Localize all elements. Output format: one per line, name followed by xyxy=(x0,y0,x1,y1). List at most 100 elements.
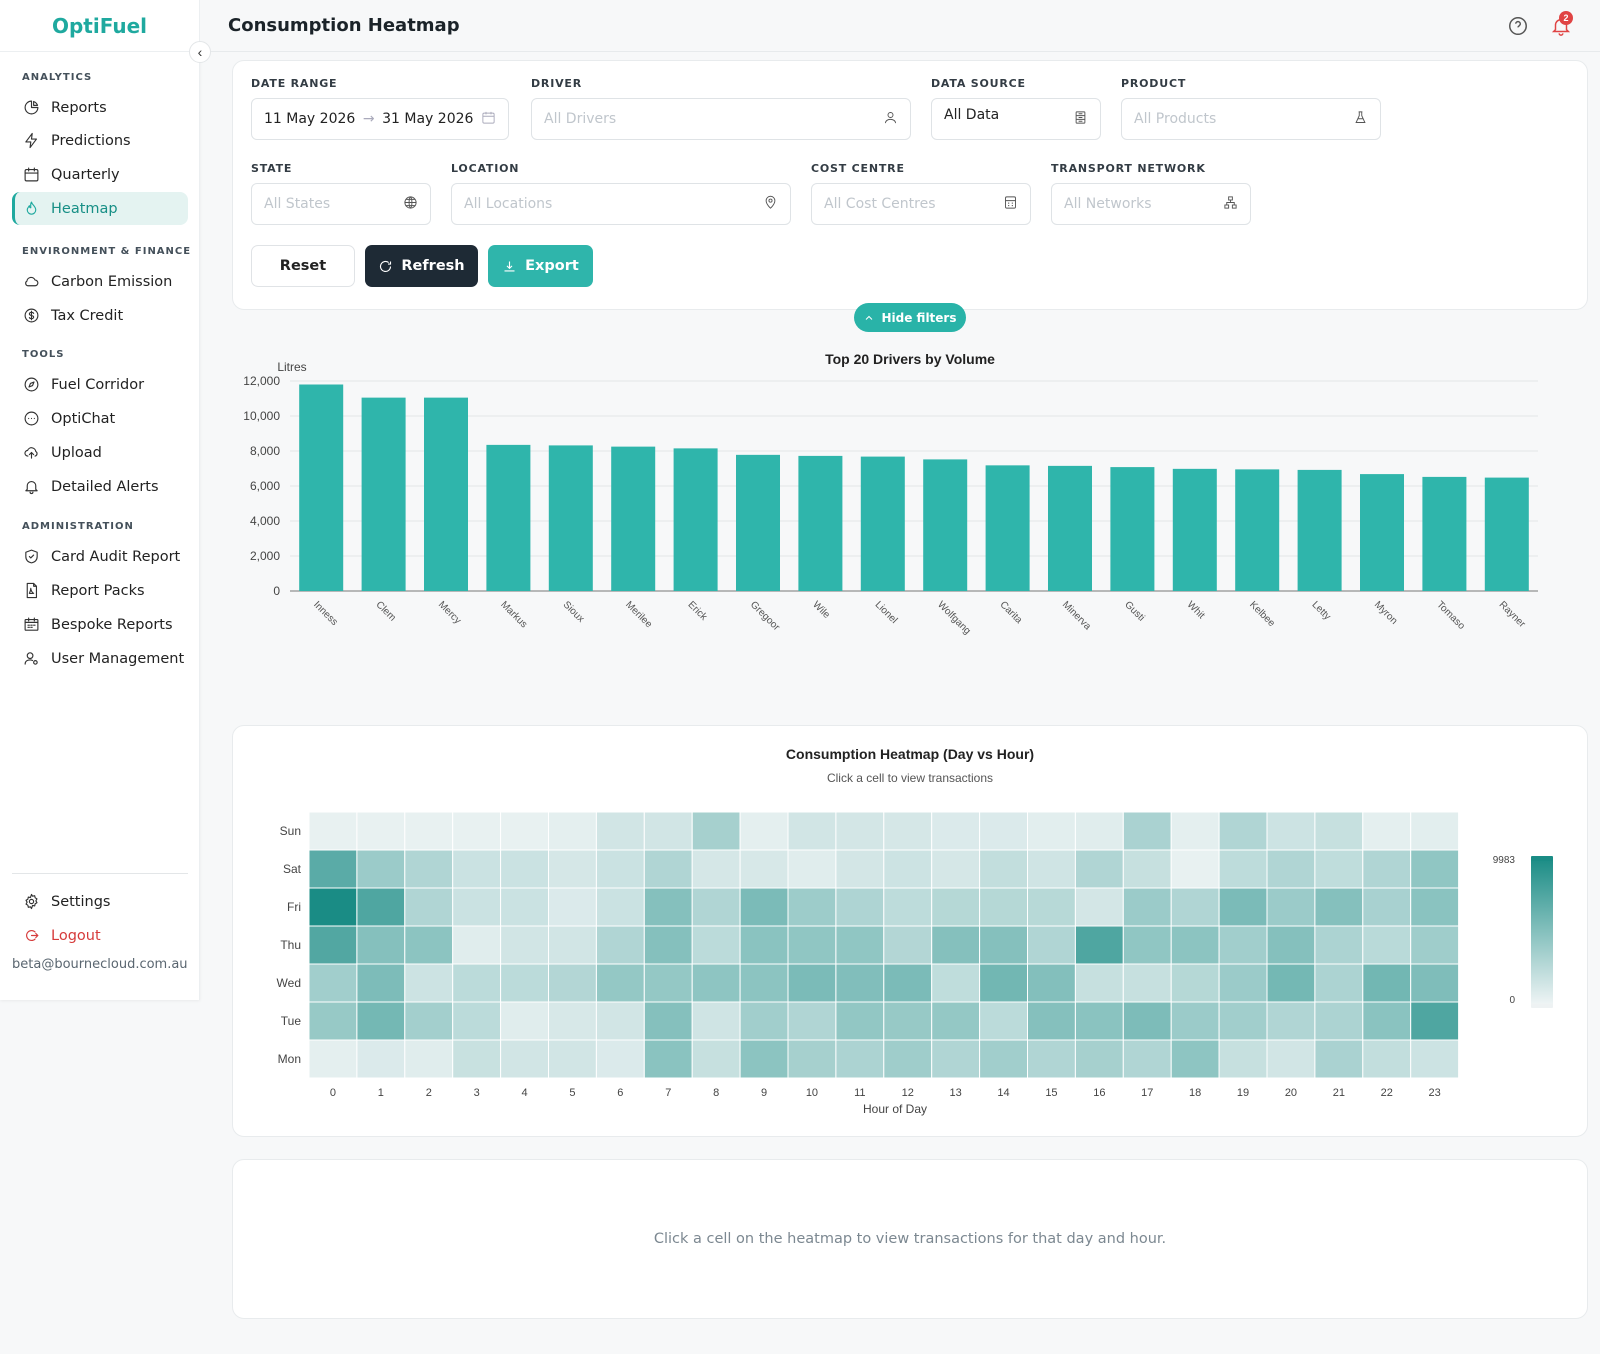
heatmap-cell-thu-3[interactable] xyxy=(452,925,502,965)
heatmap-cell-fri-3[interactable] xyxy=(452,887,502,927)
heatmap-cell-mon-8[interactable] xyxy=(691,1039,741,1079)
heatmap-cell-sun-18[interactable] xyxy=(1170,811,1220,851)
heatmap-cell-mon-23[interactable] xyxy=(1410,1039,1460,1079)
heatmap-cell-tue-13[interactable] xyxy=(931,1001,981,1041)
sidebar-item-fuel-corridor[interactable]: Fuel Corridor xyxy=(12,368,188,401)
heatmap-cell-sat-9[interactable] xyxy=(739,849,789,889)
bar-minerva[interactable] xyxy=(1048,465,1092,591)
heatmap-cell-fri-21[interactable] xyxy=(1314,887,1364,927)
heatmap-cell-fri-4[interactable] xyxy=(500,887,550,927)
heatmap-cell-tue-20[interactable] xyxy=(1266,1001,1316,1041)
bar-erick[interactable] xyxy=(673,448,718,591)
heatmap-color-scale[interactable] xyxy=(1531,858,1553,1006)
heatmap-cell-sun-7[interactable] xyxy=(643,811,693,851)
heatmap-cell-sat-11[interactable] xyxy=(835,849,885,889)
heatmap-cell-sat-12[interactable] xyxy=(883,849,933,889)
hide-filters-button[interactable]: Hide filters xyxy=(854,303,966,332)
heatmap-cell-tue-0[interactable] xyxy=(308,1001,358,1041)
heatmap-cell-thu-16[interactable] xyxy=(1074,925,1124,965)
heatmap-cell-fri-10[interactable] xyxy=(787,887,837,927)
heatmap-cell-sat-17[interactable] xyxy=(1122,849,1172,889)
heatmap-cell-sun-21[interactable] xyxy=(1314,811,1364,851)
sidebar-item-card-audit-report[interactable]: Card Audit Report xyxy=(12,540,188,573)
heatmap-cell-wed-9[interactable] xyxy=(739,963,789,1003)
driver-select[interactable]: All Drivers xyxy=(531,98,911,140)
heatmap-cell-thu-19[interactable] xyxy=(1218,925,1268,965)
heatmap-cell-mon-7[interactable] xyxy=(643,1039,693,1079)
heatmap-cell-thu-23[interactable] xyxy=(1410,925,1460,965)
heatmap-cell-tue-2[interactable] xyxy=(404,1001,454,1041)
heatmap-cell-fri-16[interactable] xyxy=(1074,887,1124,927)
heatmap-cell-wed-15[interactable] xyxy=(1027,963,1076,1003)
heatmap-cell-sat-4[interactable] xyxy=(500,849,550,889)
heatmap-cell-tue-22[interactable] xyxy=(1362,1001,1412,1041)
heatmap-cell-wed-19[interactable] xyxy=(1218,963,1268,1003)
bar-clem[interactable] xyxy=(361,397,406,591)
heatmap-cell-fri-18[interactable] xyxy=(1170,887,1220,927)
sidebar-item-report-packs[interactable]: Report Packs xyxy=(12,574,188,607)
heatmap-cell-wed-23[interactable] xyxy=(1410,963,1460,1003)
heatmap-cell-mon-1[interactable] xyxy=(356,1039,406,1079)
sidebar-item-carbon-emission[interactable]: Carbon Emission xyxy=(12,265,188,298)
heatmap-cell-wed-22[interactable] xyxy=(1362,963,1412,1003)
bar-carita[interactable] xyxy=(985,465,1030,591)
heatmap-cell-wed-3[interactable] xyxy=(452,963,502,1003)
heatmap-cell-tue-9[interactable] xyxy=(739,1001,789,1041)
heatmap-cell-mon-5[interactable] xyxy=(548,1039,597,1079)
sidebar-item-settings[interactable]: Settings xyxy=(12,885,188,918)
export-button[interactable]: Export xyxy=(488,245,593,287)
heatmap-scale-handle-top[interactable] xyxy=(1531,856,1553,861)
heatmap-cell-wed-4[interactable] xyxy=(500,963,550,1003)
heatmap-cell-sun-14[interactable] xyxy=(979,811,1028,851)
heatmap-cell-fri-1[interactable] xyxy=(356,887,406,927)
heatmap-cell-sun-15[interactable] xyxy=(1027,811,1076,851)
bar-inness[interactable] xyxy=(299,384,344,592)
heatmap-cell-sun-5[interactable] xyxy=(548,811,597,851)
heatmap-cell-sun-10[interactable] xyxy=(787,811,837,851)
heatmap-cell-sun-8[interactable] xyxy=(691,811,741,851)
heatmap-cell-wed-2[interactable] xyxy=(404,963,454,1003)
heatmap-cell-thu-8[interactable] xyxy=(691,925,741,965)
heatmap-cell-mon-18[interactable] xyxy=(1170,1039,1220,1079)
state-select[interactable]: All States xyxy=(251,183,431,225)
heatmap-cell-thu-14[interactable] xyxy=(979,925,1028,965)
heatmap-cell-tue-15[interactable] xyxy=(1027,1001,1076,1041)
bar-mercy[interactable] xyxy=(424,397,468,591)
bar-wile[interactable] xyxy=(798,455,843,591)
help-icon[interactable] xyxy=(1507,15,1529,37)
heatmap-cell-sat-21[interactable] xyxy=(1314,849,1364,889)
heatmap-cell-tue-10[interactable] xyxy=(787,1001,837,1041)
heatmap-cell-wed-8[interactable] xyxy=(691,963,741,1003)
heatmap-cell-fri-2[interactable] xyxy=(404,887,454,927)
heatmap-cell-sat-1[interactable] xyxy=(356,849,406,889)
cost-centre-select[interactable]: All Cost Centres xyxy=(811,183,1031,225)
heatmap-cell-wed-10[interactable] xyxy=(787,963,837,1003)
reset-button[interactable]: Reset xyxy=(251,245,355,287)
heatmap-cell-mon-22[interactable] xyxy=(1362,1039,1412,1079)
heatmap-cell-tue-16[interactable] xyxy=(1074,1001,1124,1041)
heatmap-cell-mon-4[interactable] xyxy=(500,1039,550,1079)
heatmap-cell-thu-11[interactable] xyxy=(835,925,885,965)
sidebar-item-optichat[interactable]: OptiChat xyxy=(12,402,188,435)
heatmap-cell-sun-3[interactable] xyxy=(452,811,502,851)
heatmap-cell-thu-17[interactable] xyxy=(1122,925,1172,965)
heatmap-cell-mon-15[interactable] xyxy=(1027,1039,1076,1079)
refresh-button[interactable]: Refresh xyxy=(365,245,478,287)
bar-kelbee[interactable] xyxy=(1235,469,1280,591)
heatmap-cell-fri-9[interactable] xyxy=(739,887,789,927)
heatmap-cell-sun-23[interactable] xyxy=(1410,811,1460,851)
heatmap-cell-sun-0[interactable] xyxy=(308,811,358,851)
bar-letty[interactable] xyxy=(1297,469,1342,591)
heatmap-cell-sun-12[interactable] xyxy=(883,811,933,851)
data-source-select[interactable]: All Data xyxy=(931,98,1101,140)
heatmap-cell-mon-19[interactable] xyxy=(1218,1039,1268,1079)
heatmap-cell-mon-16[interactable] xyxy=(1074,1039,1124,1079)
heatmap-cell-sun-13[interactable] xyxy=(931,811,981,851)
bar-rayner[interactable] xyxy=(1484,477,1529,591)
heatmap-cell-thu-12[interactable] xyxy=(883,925,933,965)
heatmap-cell-thu-20[interactable] xyxy=(1266,925,1316,965)
heatmap-cell-fri-6[interactable] xyxy=(595,887,645,927)
sidebar-item-tax-credit[interactable]: Tax Credit xyxy=(12,299,188,332)
heatmap-cell-fri-22[interactable] xyxy=(1362,887,1412,927)
heatmap-cell-sat-8[interactable] xyxy=(691,849,741,889)
